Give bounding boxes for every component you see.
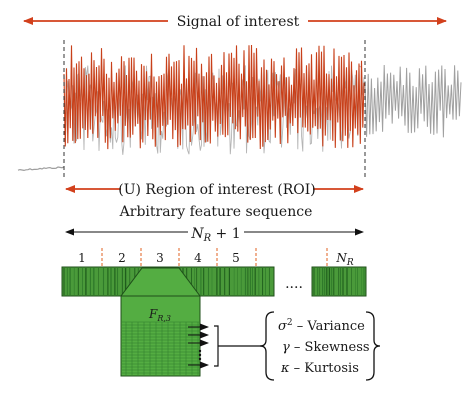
frame-label: FR,3	[148, 307, 171, 323]
feature-brace-left	[259, 311, 275, 381]
segment-label: 3	[156, 251, 164, 265]
roi-signal	[63, 44, 365, 150]
segment-label-nr: NR	[335, 251, 354, 268]
segment-labels: 1 2 3 4 5 NR	[78, 251, 354, 268]
feature-variance: σ2 – Variance	[278, 318, 365, 334]
raw-signal-post-roi	[364, 64, 462, 138]
feature-sequence-label: Arbitrary feature sequence	[119, 204, 313, 220]
frame-output-arrows	[188, 323, 209, 369]
segment-dividers	[101, 248, 328, 266]
feature-connector-bracket	[214, 325, 262, 367]
segment-label: 2	[118, 251, 126, 265]
feature-skewness: γ – Skewness	[282, 340, 370, 355]
ellipsis-dots: ....	[285, 276, 303, 292]
signal-of-interest-label: Signal of interest	[177, 14, 300, 30]
segment-label: 5	[232, 251, 240, 265]
segment-bar-last	[311, 266, 367, 297]
feature-brace-right	[365, 311, 381, 381]
segment-label: 1	[78, 251, 86, 265]
nr-plus-one-label: NR + 1	[190, 226, 240, 244]
frame-stripes	[122, 321, 199, 375]
roi-label: (U) Region of interest (ROI)	[118, 182, 316, 198]
raw-signal-pre-roi	[17, 166, 65, 172]
segment-label: 4	[194, 251, 202, 265]
feature-kurtosis: κ – Kurtosis	[280, 361, 359, 376]
